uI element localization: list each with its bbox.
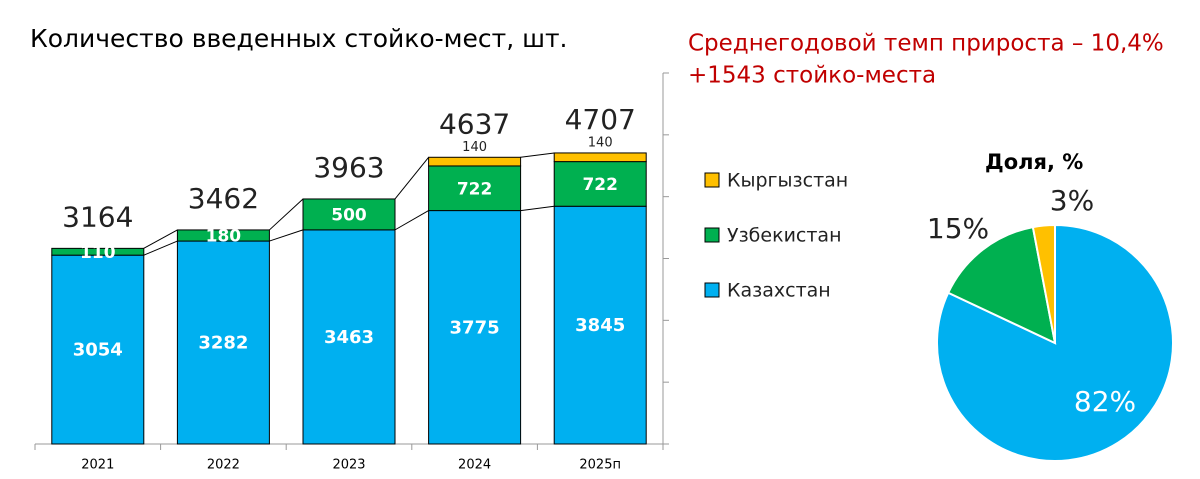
bar-segment (51, 254, 145, 445)
connector (269, 198, 304, 231)
legend-label: Кыргызстан (727, 170, 848, 192)
bar-segment (176, 229, 270, 242)
x-tick-label: 2022 (207, 458, 240, 473)
bar-segment (553, 205, 647, 445)
pie-title: Доля, % (985, 150, 1083, 174)
bar-segment (428, 165, 522, 212)
total-label: 3164 (62, 200, 133, 233)
connector (394, 156, 429, 200)
bar-segment (176, 240, 270, 445)
annotation: Среднегодовой темп прироста – 10,4% (688, 31, 1164, 57)
connector (394, 210, 429, 231)
legend-label: Узбекистан (727, 225, 842, 247)
bar-segment (302, 229, 396, 445)
value-label: 3054 (73, 340, 123, 361)
bar-segment (553, 161, 647, 207)
pie-label: 15% (927, 212, 989, 245)
connector (143, 229, 178, 249)
value-label: 110 (80, 243, 116, 263)
connector (520, 205, 555, 212)
bar-segment (553, 152, 647, 163)
connector (143, 240, 178, 256)
total-label: 3963 (313, 151, 384, 184)
pie-slice (936, 223, 1174, 462)
total-label: 4707 (565, 103, 636, 136)
x-tick-label: 2025п (579, 458, 621, 473)
connector (520, 152, 555, 158)
x-tick-label: 2021 (81, 458, 114, 473)
value-label: 3282 (198, 333, 248, 354)
value-label: 722 (582, 175, 618, 195)
bar-segment (428, 156, 522, 167)
chart-title: Количество введенных стойко-мест, шт. (30, 24, 568, 53)
pie-label: 82% (1074, 385, 1136, 418)
legend-swatch (704, 227, 720, 243)
x-tick-label: 2023 (332, 458, 365, 473)
legend-swatch (704, 282, 720, 298)
value-label: 500 (331, 205, 367, 225)
legend-swatch (704, 172, 720, 188)
annotation: +1543 стойко-места (688, 63, 936, 89)
value-label: 140 (588, 135, 613, 150)
pie-slice (946, 225, 1057, 345)
pie-slice (1031, 223, 1056, 344)
total-label: 4637 (439, 107, 510, 140)
value-label: 722 (457, 179, 493, 199)
value-label: 3463 (324, 327, 374, 348)
value-label: 140 (462, 140, 487, 155)
value-label: 180 (206, 226, 242, 246)
total-label: 3462 (188, 182, 259, 215)
pie-label: 3% (1050, 184, 1094, 217)
bar-segment (428, 210, 522, 445)
value-label: 3775 (450, 317, 500, 338)
connector (269, 229, 304, 242)
x-tick-label: 2024 (458, 458, 491, 473)
bar-segment (302, 198, 396, 231)
value-label: 3845 (575, 315, 625, 336)
legend-label: Казахстан (727, 280, 831, 302)
bar-segment (51, 247, 145, 256)
